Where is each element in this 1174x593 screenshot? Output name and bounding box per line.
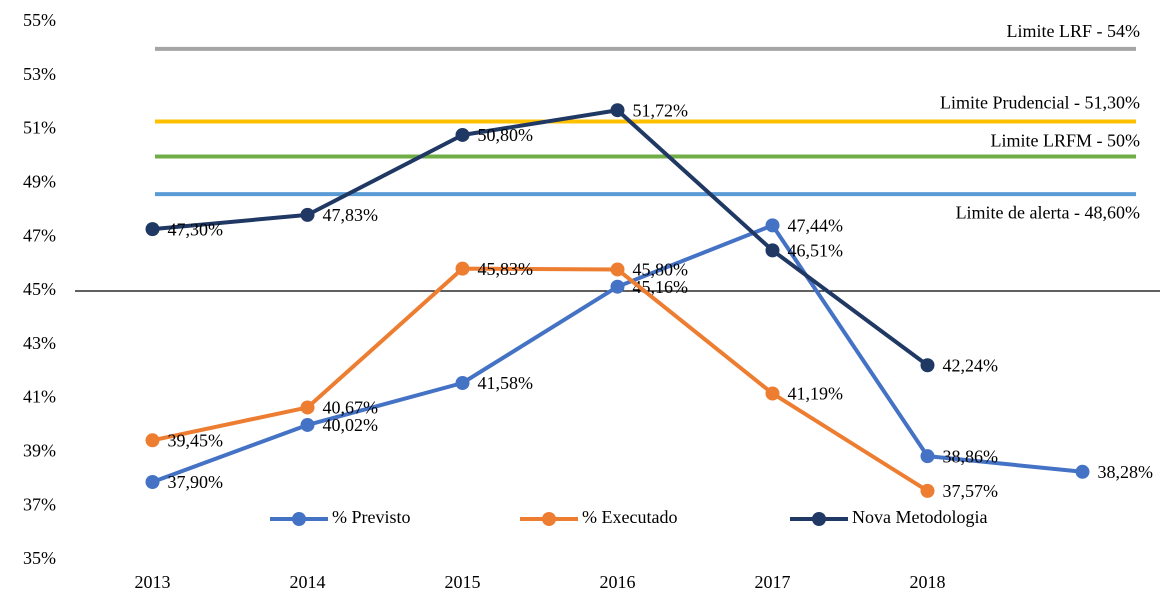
x-tick-label: 2018: [910, 572, 946, 592]
y-tick-label: 53%: [23, 64, 56, 84]
y-tick-label: 37%: [23, 494, 56, 514]
data-label: 47,30%: [168, 219, 224, 239]
reference-label: Limite de alerta - 48,60%: [956, 202, 1140, 222]
x-tick-label: 2013: [135, 572, 171, 592]
x-tick-label: 2014: [290, 572, 326, 592]
legend-marker: [292, 512, 306, 526]
y-tick-label: 41%: [23, 387, 56, 407]
data-point: [920, 449, 935, 464]
data-label: 41,19%: [788, 384, 844, 404]
data-point: [610, 103, 625, 118]
data-point: [765, 218, 780, 233]
data-label: 50,80%: [478, 125, 534, 145]
y-tick-label: 55%: [23, 10, 56, 30]
data-label: 45,83%: [478, 259, 534, 279]
reference-label: Limite Prudencial - 51,30%: [940, 93, 1140, 113]
y-tick-label: 39%: [23, 441, 56, 461]
data-label: 37,57%: [943, 481, 999, 501]
data-label: 51,72%: [633, 100, 689, 120]
data-point: [455, 127, 470, 142]
data-point: [765, 243, 780, 258]
data-point: [145, 433, 160, 448]
x-tick-label: 2016: [600, 572, 636, 592]
data-label: 42,24%: [943, 355, 999, 375]
x-tick-label: 2017: [755, 572, 791, 592]
series-line: [152, 108, 929, 367]
data-label: 47,83%: [323, 205, 379, 225]
data-label: 46,51%: [788, 241, 844, 261]
x-tick-label: 2015: [445, 572, 481, 592]
data-point: [300, 417, 315, 432]
legend-label: Nova Metodologia: [852, 507, 987, 527]
y-tick-label: 51%: [23, 118, 56, 138]
data-label: 40,02%: [323, 415, 379, 435]
legend-marker: [812, 512, 826, 526]
y-tick-label: 45%: [23, 279, 56, 299]
data-point: [145, 474, 160, 489]
data-point: [455, 261, 470, 276]
data-point: [1075, 464, 1090, 479]
series-line: [152, 266, 929, 493]
data-label: 41,58%: [478, 373, 534, 393]
reference-label: Limite LRF - 54%: [1007, 21, 1141, 41]
data-label: 40,67%: [323, 398, 379, 418]
data-label: 38,28%: [1098, 462, 1154, 482]
data-label: 39,45%: [168, 430, 224, 450]
y-tick-label: 47%: [23, 225, 56, 245]
data-point: [920, 358, 935, 373]
data-point: [920, 483, 935, 498]
legend-label: % Previsto: [332, 507, 411, 527]
data-label: 37,90%: [168, 472, 224, 492]
data-label: 47,44%: [788, 215, 844, 235]
y-tick-label: 49%: [23, 172, 56, 192]
data-point: [610, 279, 625, 294]
legend-label: % Executado: [582, 507, 677, 527]
data-point: [610, 262, 625, 277]
data-point: [300, 207, 315, 222]
data-point: [145, 222, 160, 237]
y-tick-label: 35%: [23, 548, 56, 568]
y-tick-label: 43%: [23, 333, 56, 353]
data-point: [765, 386, 780, 401]
reference-label: Limite LRFM - 50%: [991, 131, 1141, 151]
data-point: [455, 375, 470, 390]
legend-marker: [542, 512, 556, 526]
data-label: 38,86%: [943, 446, 999, 466]
data-point: [300, 400, 315, 415]
data-label: 45,80%: [633, 260, 689, 280]
